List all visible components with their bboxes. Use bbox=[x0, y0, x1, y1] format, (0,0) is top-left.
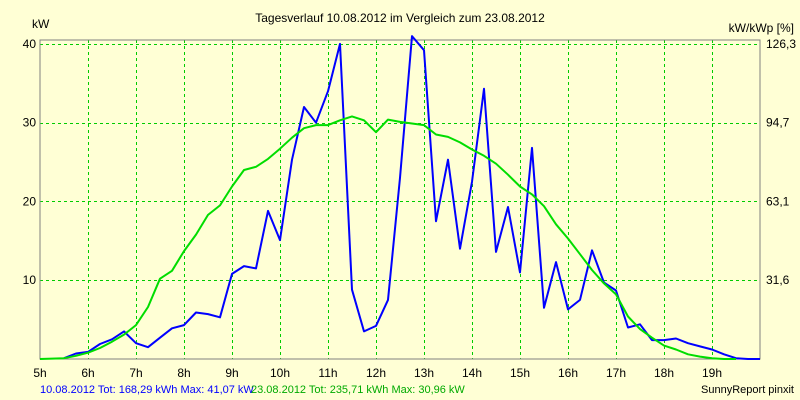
x-tick-label: 14h bbox=[462, 366, 482, 380]
x-tick-label: 9h bbox=[225, 366, 238, 380]
footer-series-2-summary: 23.08.2012 Tot: 235,71 kWh Max: 30,96 kW bbox=[251, 384, 465, 396]
chart-title: Tagesverlauf 10.08.2012 im Vergleich zum… bbox=[255, 11, 545, 25]
x-tick-label: 18h bbox=[654, 366, 674, 380]
y-tick-label-right: 94,7 bbox=[766, 116, 790, 130]
x-tick-label: 13h bbox=[414, 366, 434, 380]
series-line-1 bbox=[63, 35, 760, 360]
y-axis-right-label: kW/kWp [%] bbox=[729, 21, 794, 35]
grid bbox=[40, 40, 760, 359]
footer-series-1-summary: 10.08.2012 Tot: 168,29 kWh Max: 41,07 kW bbox=[40, 384, 254, 396]
footer-credit: SunnyReport pinxit bbox=[701, 384, 794, 396]
x-tick-label: 19h bbox=[702, 366, 722, 380]
y-tick-label-left: 10 bbox=[23, 273, 37, 287]
x-tick-label: 10h bbox=[270, 366, 290, 380]
y-tick-label-left: 20 bbox=[23, 194, 37, 208]
series-line-2 bbox=[39, 115, 736, 360]
x-tick-label: 11h bbox=[318, 366, 337, 380]
x-tick-label: 17h bbox=[606, 366, 626, 380]
x-tick-label: 6h bbox=[81, 366, 94, 380]
footer: 10.08.2012 Tot: 168,29 kWh Max: 41,07 kW… bbox=[0, 380, 800, 400]
series-group bbox=[39, 35, 760, 360]
y-tick-label-right: 126,3 bbox=[766, 37, 796, 51]
x-tick-label: 12h bbox=[366, 366, 386, 380]
x-tick-label: 8h bbox=[177, 366, 190, 380]
y-tick-label-right: 63,1 bbox=[766, 194, 790, 208]
tick-labels: 5h 6h 7h 8h 9h 10h 11h 12h 13h 14h 15h 16h 17h 18h 19h… bbox=[23, 37, 797, 380]
y-tick-label-right: 31,6 bbox=[766, 273, 790, 287]
plot-frame bbox=[39, 39, 761, 360]
y-axis-left-label: kW bbox=[32, 17, 50, 31]
x-tick-label: 7h bbox=[129, 366, 142, 380]
x-tick-label: 5h bbox=[33, 366, 46, 380]
x-tick-label: 16h bbox=[558, 366, 578, 380]
y-tick-label-left: 40 bbox=[23, 37, 37, 51]
y-tick-label-left: 30 bbox=[23, 116, 37, 130]
x-tick-label: 15h bbox=[510, 366, 530, 380]
